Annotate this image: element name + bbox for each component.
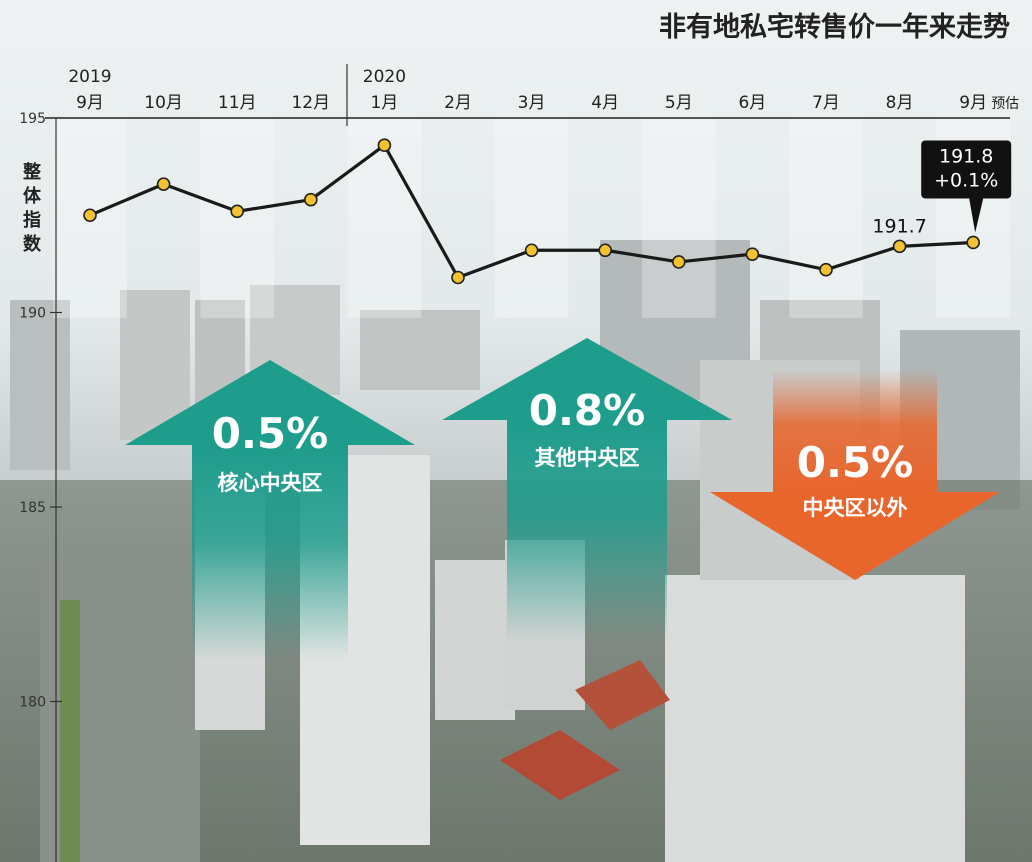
y-axis-label-char: 数 (23, 233, 42, 255)
x-tick-label: 8月 (886, 93, 914, 113)
x-tick-label: 9月 (76, 93, 104, 113)
arrow-body-down (773, 370, 937, 492)
region-change-value: 0.8% (529, 386, 645, 435)
arrow-head-up (125, 360, 415, 445)
x-tick-label: 7月 (812, 93, 840, 113)
arrow-body-up (507, 420, 667, 640)
year-label: 2019 (68, 67, 111, 87)
arrow-head-down (710, 492, 1000, 580)
x-tick-label: 11月 (218, 93, 257, 113)
x-tick-label: 3月 (518, 93, 546, 113)
y-axis-label-char: 体 (23, 185, 42, 207)
y-tick-label: 185 (19, 500, 46, 516)
callout-text: +0.1% (934, 169, 998, 191)
data-point (83, 208, 97, 223)
data-point (966, 235, 981, 250)
callout-text: 191.8 (939, 145, 993, 167)
arrow-body-up (192, 445, 348, 660)
x-tick-label: 5月 (665, 93, 693, 113)
year-label: 2020 (363, 67, 406, 87)
month-band (642, 118, 716, 318)
region-change-label: 核心中央区 (218, 471, 323, 495)
chart-title: 非有地私宅转售价一年来走势 (659, 11, 1010, 43)
y-tick-label: 180 (19, 695, 46, 711)
month-band (789, 118, 863, 318)
data-point (303, 192, 318, 207)
data-point (451, 270, 465, 285)
x-tick-label: 1月 (370, 93, 398, 113)
month-band (494, 118, 569, 318)
x-tick-label: 12月 (291, 93, 330, 113)
data-point (745, 247, 760, 261)
y-tick-label: 190 (19, 306, 46, 322)
data-point (671, 255, 686, 269)
y-tick-label: 195 (19, 111, 46, 127)
y-axis-label-char: 指 (23, 209, 41, 231)
data-point (819, 262, 833, 277)
region-arrow: 0.8% 其他中央区 (442, 338, 732, 640)
callout-box (921, 140, 1012, 199)
data-point (230, 204, 244, 219)
x-tick-label: 9月 (959, 93, 987, 113)
region-change-label: 中央区以外 (803, 496, 908, 520)
data-point (892, 239, 907, 254)
estimate-note: 预估 (991, 96, 1019, 112)
x-tick-label: 10月 (144, 93, 183, 113)
x-tick-label: 6月 (738, 93, 766, 113)
y-axis-label-char: 整 (22, 161, 41, 183)
data-label: 191.7 (872, 215, 926, 237)
region-arrow: 0.5% 核心中央区 (125, 360, 415, 660)
region-change-label: 其他中央区 (535, 446, 640, 470)
data-point (156, 177, 171, 191)
region-change-value: 0.5% (212, 409, 328, 458)
data-point (377, 138, 392, 153)
callout-pointer (969, 198, 984, 233)
data-point (524, 243, 539, 258)
x-tick-label: 4月 (591, 93, 619, 113)
data-point (598, 243, 613, 258)
arrow-head-up (442, 338, 732, 420)
region-arrow: 0.5% 中央区以外 (710, 370, 1000, 580)
region-change-value: 0.5% (797, 438, 913, 487)
x-tick-label: 2月 (444, 93, 472, 113)
